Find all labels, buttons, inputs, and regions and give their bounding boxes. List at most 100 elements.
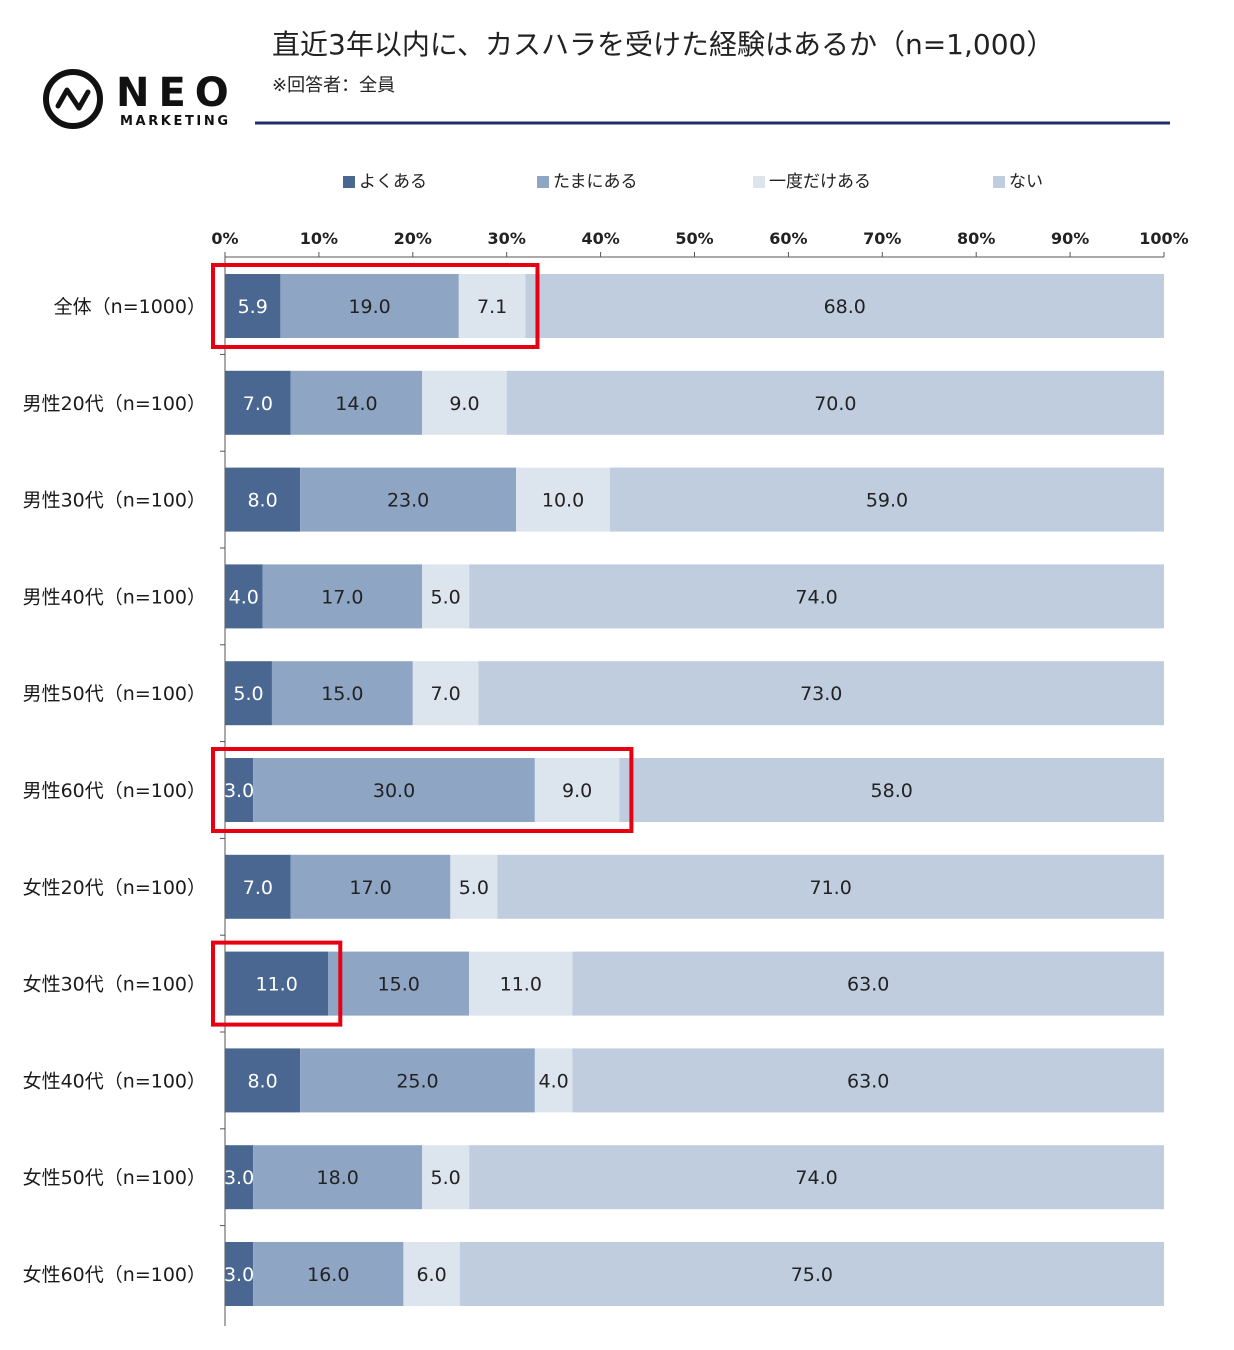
category-label: 全体（n=1000）: [54, 296, 206, 318]
bar-segment: [328, 951, 470, 1016]
data-label: 15.0: [378, 974, 420, 996]
highlight-box: [211, 263, 540, 349]
data-label: 74.0: [795, 1167, 837, 1189]
bar-segment: [422, 370, 507, 435]
bar-segment: [225, 564, 263, 629]
data-label: 17.0: [321, 586, 363, 608]
x-tick-label: 30%: [488, 229, 526, 248]
legend-label-3: ない: [1009, 172, 1043, 192]
legend-label-1: たまにある: [553, 172, 638, 192]
bar-segment: [225, 1048, 301, 1113]
data-label: 5.0: [233, 683, 263, 705]
bar-segment: [280, 274, 459, 338]
highlight-box: [211, 940, 343, 1027]
brand-logo: NEO MARKETING: [43, 69, 238, 129]
category-label: 女性60代（n=100）: [23, 1264, 206, 1286]
bar-segment: [619, 758, 1164, 822]
category-label: 男性50代（n=100）: [23, 683, 206, 705]
bar-segment: [225, 951, 329, 1016]
data-label: 23.0: [387, 490, 429, 512]
bar-segment: [506, 370, 1164, 435]
x-tick-label: 70%: [863, 229, 901, 248]
x-tick-label: 10%: [300, 229, 338, 248]
bar-segment: [609, 467, 1164, 532]
category-label: 女性50代（n=100）: [23, 1167, 206, 1189]
bar-segment: [422, 564, 470, 629]
x-tick-label: 0%: [211, 229, 238, 248]
bar-segment: [478, 661, 1164, 726]
bar-segment: [225, 758, 254, 822]
data-label: 25.0: [396, 1070, 438, 1092]
category-label: 男性40代（n=100）: [23, 586, 206, 608]
category-label: 女性40代（n=100）: [23, 1070, 206, 1092]
bar-segment: [290, 854, 451, 919]
bar-segment: [300, 467, 517, 532]
data-label: 3.0: [224, 1167, 254, 1189]
category-label: 男性20代（n=100）: [23, 393, 206, 415]
data-label: 10.0: [542, 490, 584, 512]
bar-segment: [572, 1048, 1164, 1113]
legend-label-2: 一度だけある: [769, 172, 871, 192]
bar-segment: [516, 467, 610, 532]
legend-swatch-1: [537, 176, 549, 188]
legend-label-0: よくある: [359, 172, 427, 192]
legend-swatch-0: [343, 176, 355, 188]
bar-segment: [253, 758, 535, 822]
bar-segment: [412, 661, 479, 726]
data-label: 71.0: [809, 877, 851, 899]
data-label: 5.0: [431, 586, 461, 608]
data-label: 59.0: [866, 490, 908, 512]
bar-segment: [469, 1145, 1164, 1210]
bar-segment: [450, 854, 498, 919]
category-label: 女性20代（n=100）: [23, 877, 206, 899]
bar-segment: [469, 564, 1164, 629]
bar-segment: [458, 274, 526, 338]
bar-segment: [253, 1242, 404, 1306]
data-label: 18.0: [317, 1167, 359, 1189]
chart-title: 直近3年以内に、カスハラを受けた経験はあるか（n=1,000）: [272, 28, 1054, 61]
brand-name: NEO: [116, 70, 238, 116]
legend: よくある たまにある 一度だけある ない: [343, 172, 1043, 192]
bar-segment: [225, 370, 291, 435]
data-label: 14.0: [335, 393, 377, 415]
data-label: 3.0: [224, 1264, 254, 1286]
bar-segment: [422, 1145, 470, 1210]
data-label: 73.0: [800, 683, 842, 705]
bar-segment: [253, 1145, 423, 1210]
data-label: 9.0: [562, 780, 592, 802]
data-label: 16.0: [307, 1264, 349, 1286]
data-label: 7.0: [243, 877, 273, 899]
highlight-boxes: [211, 263, 634, 1027]
data-label: 5.0: [431, 1167, 461, 1189]
bar-segment: [225, 1242, 254, 1306]
data-label: 11.0: [255, 974, 297, 996]
bar-segment: [534, 758, 620, 822]
logo-zigzag-icon: [55, 87, 91, 111]
data-label: 4.0: [229, 586, 259, 608]
data-label: 5.9: [238, 296, 268, 318]
category-label: 女性30代（n=100）: [23, 974, 206, 996]
data-label: 58.0: [871, 780, 913, 802]
data-label: 68.0: [824, 296, 866, 318]
category-label: 男性30代（n=100）: [23, 490, 206, 512]
legend-swatch-2: [753, 176, 765, 188]
data-label: 7.0: [431, 683, 461, 705]
bar-segment: [469, 951, 573, 1016]
data-label: 63.0: [847, 974, 889, 996]
data-label: 19.0: [348, 296, 390, 318]
bar-segment: [572, 951, 1164, 1016]
bar-segment: [225, 467, 301, 532]
data-label: 3.0: [224, 780, 254, 802]
bar-segment: [525, 274, 1164, 338]
bar-segment: [497, 854, 1164, 919]
x-tick-label: 40%: [581, 229, 619, 248]
data-label: 9.0: [449, 393, 479, 415]
data-label: 6.0: [416, 1264, 446, 1286]
data-label: 7.0: [243, 393, 273, 415]
bars: 全体（n=1000） 5.9 19.0 7.1 68.0 男性20代（n=100） 7.0 1…: [23, 274, 1164, 1306]
data-label: 8.0: [247, 1070, 277, 1092]
x-tick-label: 80%: [957, 229, 995, 248]
logo-circle-icon: [43, 69, 103, 129]
x-tick-label: 100%: [1139, 229, 1188, 248]
